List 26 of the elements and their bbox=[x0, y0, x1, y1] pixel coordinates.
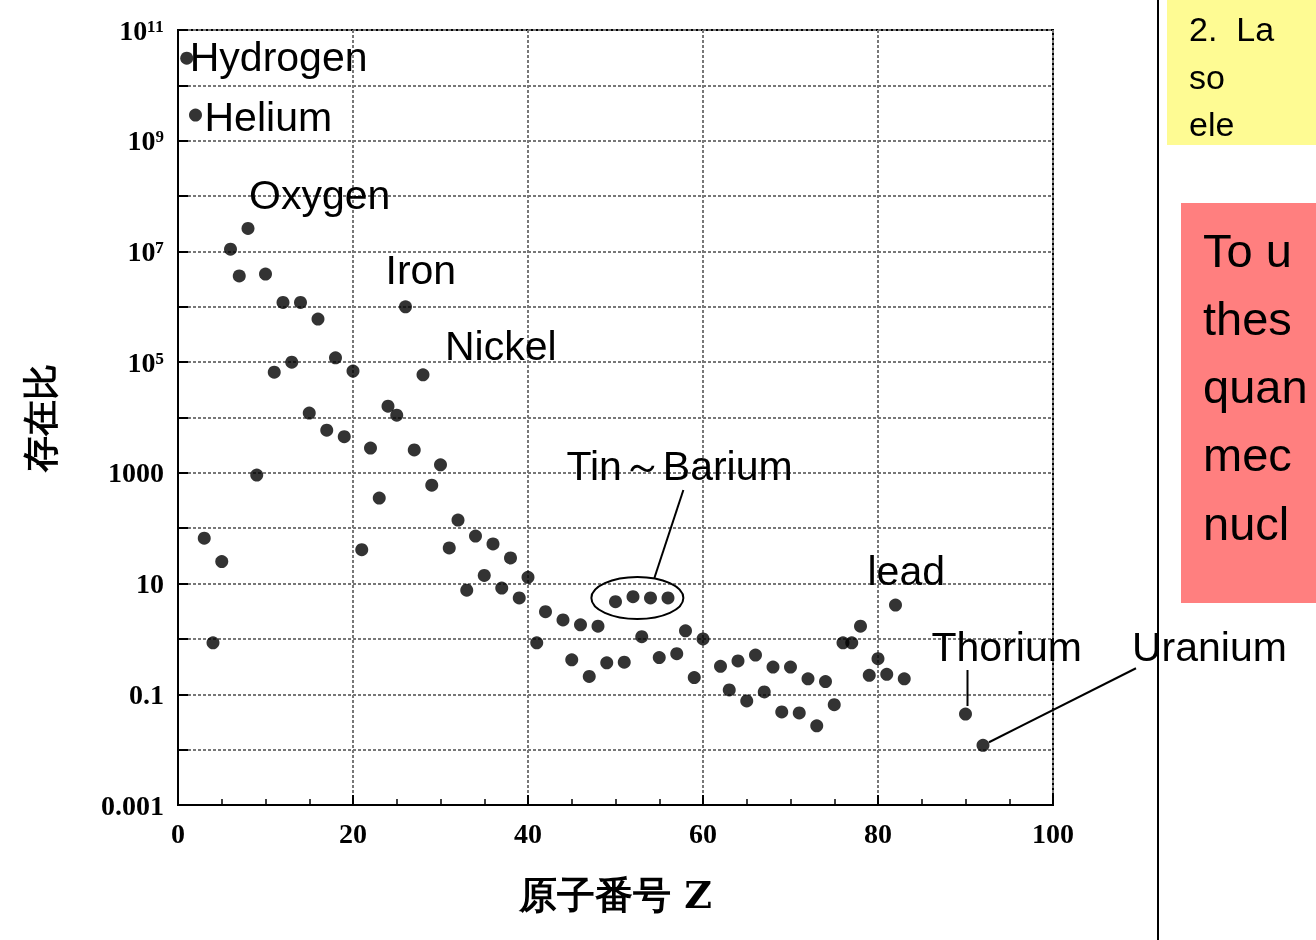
annotation: Tin～Barium bbox=[566, 442, 793, 489]
y-tick-label: 10⁷ bbox=[127, 235, 164, 267]
y-tick-label: 10⁹ bbox=[127, 125, 164, 157]
annotation: Thorium bbox=[931, 624, 1082, 671]
x-tick-label: 0 bbox=[171, 817, 185, 849]
annotation: Nickel bbox=[445, 322, 557, 369]
y-tick-label: 10 bbox=[136, 568, 164, 600]
x-tick-label: 60 bbox=[689, 817, 717, 849]
y-axis-title: 存在比 bbox=[19, 363, 61, 473]
text: 2. La so ele bbox=[1167, 0, 1316, 145]
y-tick-label: 10¹¹ bbox=[119, 14, 164, 46]
annotation: Hydrogen bbox=[189, 34, 368, 81]
annotation: lead bbox=[867, 548, 946, 594]
x-tick-label: 40 bbox=[514, 817, 542, 849]
x-tick-label: 100 bbox=[1032, 817, 1074, 849]
y-tick-label: 0.001 bbox=[101, 789, 164, 821]
y-tick-label: 10⁵ bbox=[127, 346, 164, 378]
y-tick-label: 1000 bbox=[108, 457, 164, 489]
annotation: Oxygen bbox=[249, 172, 391, 219]
y-tick-label: 0.1 bbox=[129, 678, 164, 710]
annotation: Helium bbox=[204, 94, 333, 141]
annotation: Iron bbox=[385, 246, 457, 293]
x-axis-title: 原子番号 Z bbox=[518, 871, 712, 917]
x-tick-label: 80 bbox=[864, 817, 892, 849]
text: To u thes quan mec nucl bbox=[1181, 203, 1316, 603]
x-tick-label: 20 bbox=[339, 817, 367, 849]
